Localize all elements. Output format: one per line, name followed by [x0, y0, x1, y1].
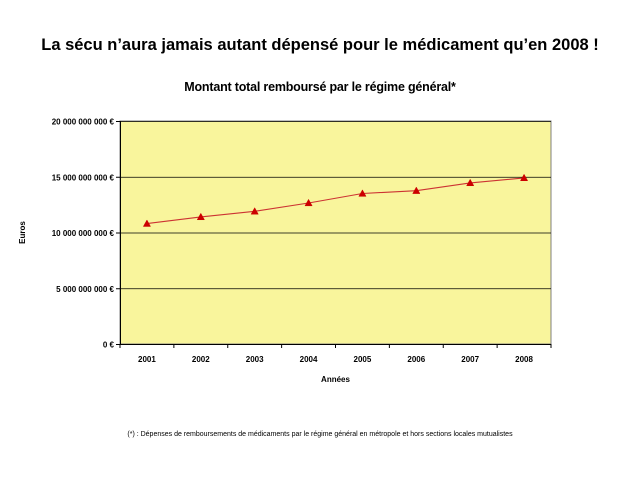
series-line	[146, 177, 525, 225]
x-axis-title: Années	[321, 375, 350, 384]
x-tick-label: 2003	[246, 355, 264, 364]
y-axis-title: Euros	[18, 221, 27, 244]
data-point-marker	[520, 173, 529, 181]
data-point-marker	[466, 178, 475, 187]
data-series	[142, 173, 529, 227]
y-tick-label: 10 000 000 000 €	[52, 229, 115, 238]
page-title: La sécu n’aura jamais autant dépensé pou…	[41, 36, 599, 54]
data-point-marker	[304, 198, 313, 207]
x-tick-label: 2001	[138, 355, 156, 364]
x-tick-labels: 2001 2002 2003 2004 2005 2006 2007 2008	[138, 355, 533, 364]
x-tick-label: 2008	[515, 355, 533, 364]
y-tick-label: 0 €	[103, 341, 115, 350]
y-tick-label: 20 000 000 000 €	[52, 118, 115, 127]
gridlines	[120, 121, 551, 290]
x-tick-label: 2002	[192, 355, 210, 364]
chart-title: Montant total remboursé par le régime gé…	[184, 80, 456, 94]
plot-area	[119, 120, 552, 345]
axes	[116, 121, 552, 348]
data-point-marker	[196, 212, 205, 221]
x-tick-label: 2005	[354, 355, 372, 364]
y-tick-label: 5 000 000 000 €	[56, 285, 114, 294]
x-tick-label: 2007	[461, 355, 479, 364]
data-point-marker	[412, 186, 421, 194]
y-tick-labels: 0 € 5 000 000 000 € 10 000 000 000 € 15 000…	[52, 118, 115, 350]
x-tick-label: 2006	[407, 355, 425, 364]
x-tick-label: 2004	[300, 355, 318, 364]
footnote: (*) : Dépenses de remboursements de médi…	[127, 431, 513, 438]
data-point-marker	[358, 189, 367, 197]
data-point-marker	[142, 219, 151, 227]
data-point-marker	[250, 207, 259, 215]
y-tick-label: 15 000 000 000 €	[52, 173, 115, 182]
